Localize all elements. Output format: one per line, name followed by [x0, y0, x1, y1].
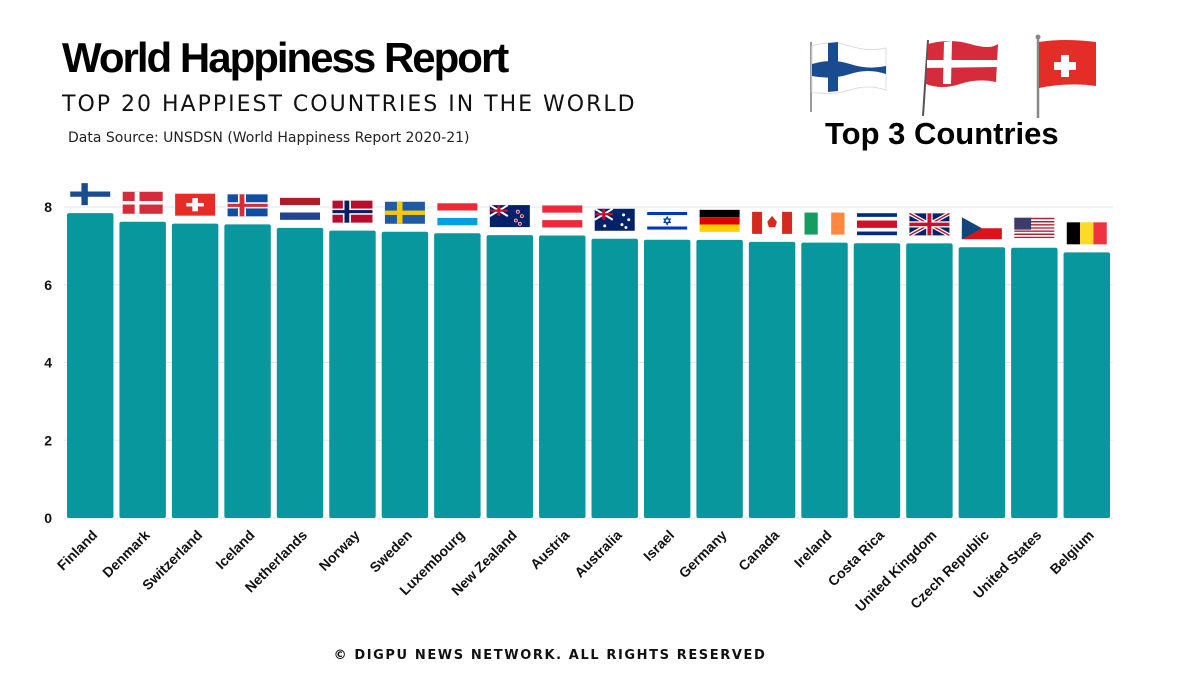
x-tick-label: Australia: [571, 527, 625, 581]
united-kingdom-flag-icon: [908, 211, 951, 238]
top3-title: Top 3 Countries: [825, 116, 1059, 151]
finland-flag-icon: [70, 183, 111, 206]
bar-austria: [539, 235, 586, 519]
bar-germany: [696, 239, 743, 519]
y-tick-label: 8: [44, 199, 52, 215]
new-zealand-flag-icon: [489, 204, 530, 228]
netherlands-flag-icon: [280, 197, 321, 220]
denmark-flag-icon: [922, 39, 998, 117]
x-tick-label: Norway: [316, 527, 363, 574]
denmark-flag-icon: [122, 191, 163, 214]
bar-united-kingdom: [906, 243, 953, 518]
bar-denmark: [119, 221, 166, 518]
x-tick-label: Iceland: [212, 527, 257, 572]
bar-luxembourg: [434, 233, 481, 519]
x-tick-label: Belgium: [1047, 527, 1097, 577]
israel-flag-icon: [647, 209, 688, 232]
copyright-footer: © DIGPU NEWS NETWORK. ALL RIGHTS RESERVE…: [333, 648, 767, 663]
iceland-flag-icon: [227, 194, 268, 217]
bar-united-states: [1011, 247, 1058, 518]
germany-flag-icon: [699, 209, 740, 232]
bar-finland: [67, 213, 114, 518]
belgium-flag-icon: [1066, 222, 1107, 245]
ireland-flag-icon: [804, 212, 845, 235]
x-tick-label: Denmark: [99, 527, 153, 581]
bar-australia: [591, 238, 638, 519]
bar-ireland: [801, 242, 848, 518]
page-title: World Happiness Report: [62, 34, 509, 81]
bar-new-zealand: [486, 235, 534, 518]
sweden-flag-icon: [384, 201, 425, 224]
x-tick-label: Canada: [735, 527, 782, 574]
x-tick-label: Sweden: [366, 527, 415, 576]
chart-subtitle: TOP 20 HAPPIEST COUNTRIES IN THE WORLD: [62, 92, 637, 117]
bar-czech-republic: [958, 247, 1006, 518]
australia-flag-icon: [594, 207, 635, 231]
austria-flag-icon: [542, 205, 583, 228]
finland-flag-icon: [810, 42, 887, 112]
costa-rica-flag-icon: [856, 213, 897, 236]
x-tick-label: Finland: [54, 527, 101, 574]
switzerland-flag-icon: [175, 193, 216, 216]
bar-norway: [329, 230, 376, 519]
y-tick-label: 2: [44, 432, 52, 448]
x-tick-label: Ireland: [791, 527, 835, 571]
x-tick-label: Israel: [640, 527, 677, 564]
switzerland-flag-icon: [1035, 34, 1096, 118]
bar-israel: [643, 239, 691, 519]
bar-belgium: [1063, 252, 1110, 518]
czech-republic-flag-icon: [961, 217, 1002, 240]
y-tick-label: 4: [44, 355, 52, 371]
bar-costa-rica: [853, 243, 901, 518]
united-states-flag-icon: [1014, 217, 1055, 240]
x-tick-label: Austria: [527, 527, 573, 573]
bar-canada: [748, 241, 796, 518]
y-tick-label: 0: [44, 510, 52, 526]
norway-flag-icon: [332, 200, 373, 223]
bar-sweden: [381, 231, 429, 519]
bar-iceland: [224, 224, 271, 518]
luxembourg-flag-icon: [437, 203, 478, 226]
x-tick-label: Germany: [676, 527, 730, 581]
bar-switzerland: [171, 223, 219, 518]
canada-flag-icon: [752, 211, 793, 234]
data-source: Data Source: UNSDSN (World Happiness Rep…: [68, 130, 470, 146]
y-tick-label: 6: [44, 277, 52, 293]
bar-netherlands: [276, 227, 324, 518]
